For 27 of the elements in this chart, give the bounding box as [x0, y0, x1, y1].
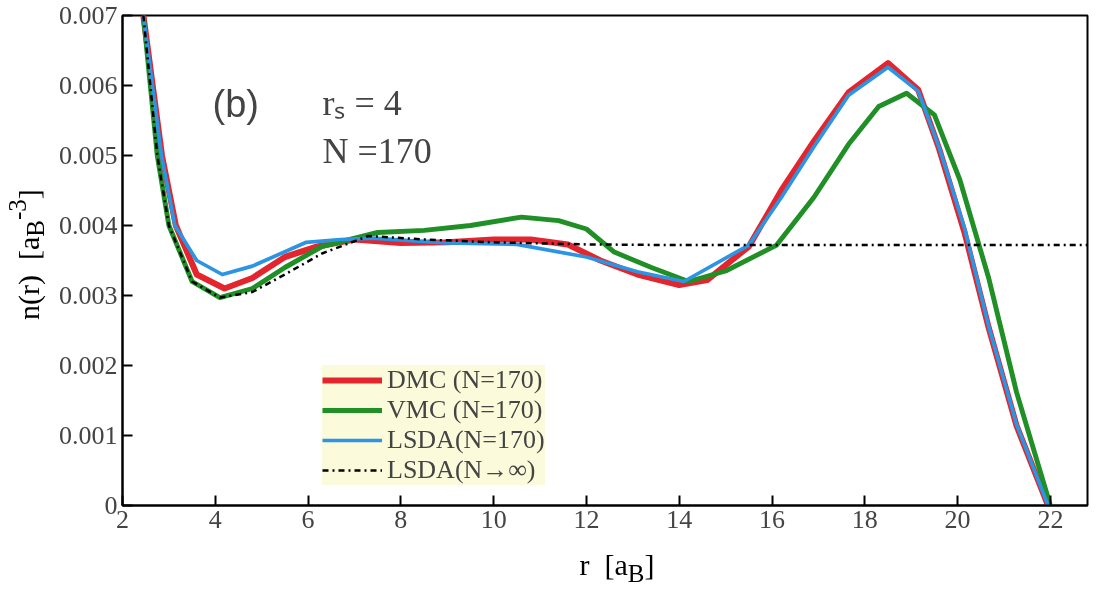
annotation: rₛ = 4	[322, 82, 402, 123]
x-axis-title: r [a$_{B}$]	[578, 548, 656, 587]
x-tick-label: 18	[851, 504, 878, 534]
annotation: N =170	[322, 130, 432, 171]
y-tick-label: 0.001	[59, 421, 118, 450]
x-tick-label: 14	[666, 504, 693, 534]
y-tick-label: 0.004	[59, 211, 118, 240]
legend-label: DMC (N=170)	[387, 365, 543, 395]
legend-label: LSDA(N=170)	[387, 425, 545, 455]
x-tick-label: 2	[116, 504, 129, 534]
x-tick-label: 20	[944, 504, 971, 534]
x-tick-label: 10	[480, 504, 507, 534]
y-tick-label: 0.005	[59, 141, 118, 170]
x-tick-label: 16	[759, 504, 786, 534]
x-tick-label: 6	[301, 504, 315, 534]
y-tick-label: 0	[104, 491, 118, 520]
x-tick-label: 12	[573, 504, 600, 534]
annotation: (b)	[212, 82, 259, 125]
x-tick-label: 8	[394, 504, 408, 534]
y-tick-label: 0.003	[59, 281, 118, 310]
x-tick-label: 4	[208, 504, 222, 534]
x-tick-label: 22	[1037, 504, 1064, 534]
y-tick-label: 0.002	[59, 351, 118, 380]
y-tick-label: 0.007	[59, 1, 118, 30]
legend-label: LSDA(N→∞)	[387, 455, 536, 485]
y-tick-label: 0.006	[59, 71, 118, 100]
legend-label: VMC (N=170)	[387, 395, 543, 425]
